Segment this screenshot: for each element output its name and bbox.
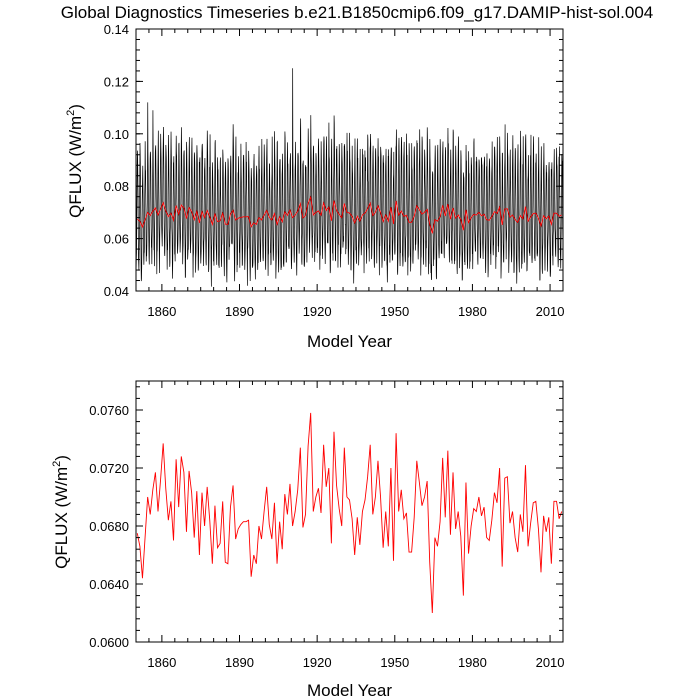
bottom-panel-marks	[136, 412, 563, 614]
x-tick-label: 1860	[147, 655, 176, 670]
bottom-panel: 1860 1890 1920 1950 1980 2010 0.0600 0.0640 0.06…	[51, 380, 565, 700]
annual-mean-series-line	[136, 412, 563, 614]
x-tick-label: 1950	[380, 304, 409, 319]
y-tick-label: 0.10	[104, 127, 129, 142]
y-tick-label: 0.0640	[89, 577, 129, 592]
top-y-axis-label: QFLUX (W/m2)	[65, 104, 85, 218]
y-tick-label: 0.06	[104, 232, 129, 247]
bottom-y-axis-label: QFLUX (W/m2)	[51, 455, 71, 569]
bottom-x-axis-label: Model Year	[307, 681, 392, 700]
top-x-axis-label: Model Year	[307, 332, 392, 351]
x-tick-label: 2010	[536, 655, 565, 670]
bottom-panel-axes: 1860 1890 1920 1950 1980 2010 0.0600 0.0640 0.06…	[89, 380, 565, 670]
chart-title: Global Diagnostics Timeseries b.e21.B185…	[61, 3, 653, 22]
y-tick-label: 0.12	[104, 74, 129, 89]
top-panel: 1860 1890 1920 1950 1980 2010 0.04 0.06 0.08 0.10…	[65, 22, 565, 351]
annual-mean-series-line	[136, 195, 562, 234]
y-tick-label: 0.0760	[89, 403, 129, 418]
y-tick-label: 0.0600	[89, 635, 129, 650]
x-tick-label: 1920	[303, 304, 332, 319]
x-tick-label: 1890	[225, 655, 254, 670]
monthly-series-line	[136, 68, 563, 287]
plot-frame	[135, 380, 564, 643]
x-tick-label: 1980	[458, 655, 487, 670]
x-tick-label: 1890	[225, 304, 254, 319]
x-tick-label: 1980	[458, 304, 487, 319]
y-tick-label: 0.14	[104, 22, 129, 37]
x-tick-label: 2010	[536, 304, 565, 319]
y-tick-label: 0.0720	[89, 461, 129, 476]
x-tick-label: 1920	[303, 655, 332, 670]
top-panel-axes: 1860 1890 1920 1950 1980 2010 0.04 0.06 0.08 0.10…	[104, 22, 565, 319]
y-tick-label: 0.0680	[89, 519, 129, 534]
y-tick-label: 0.08	[104, 179, 129, 194]
y-tick-label: 0.04	[104, 284, 129, 299]
x-tick-label: 1860	[147, 304, 176, 319]
top-panel-marks	[136, 68, 563, 287]
x-tick-label: 1950	[380, 655, 409, 670]
plot-frame	[135, 28, 564, 292]
